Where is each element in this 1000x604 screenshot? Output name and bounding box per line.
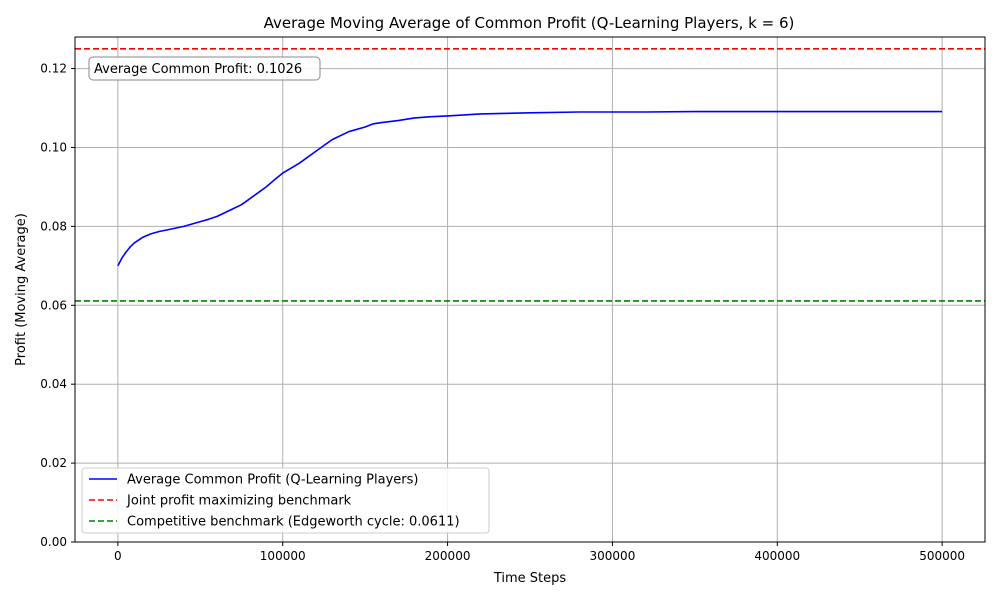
x-tick-label: 0 bbox=[114, 549, 122, 563]
y-tick-label: 0.06 bbox=[40, 298, 67, 312]
y-tick-label: 0.10 bbox=[40, 140, 67, 154]
annotation-box: Average Common Profit: 0.1026 bbox=[88, 56, 321, 81]
x-tick-label: 300000 bbox=[590, 549, 636, 563]
x-tick-label: 400000 bbox=[754, 549, 800, 563]
legend: Average Common Profit (Q-Learning Player… bbox=[81, 467, 490, 534]
y-tick-label: 0.00 bbox=[40, 535, 67, 549]
y-tick-label: 0.12 bbox=[40, 62, 67, 76]
benchmark-lines bbox=[75, 48, 985, 302]
x-axis-label: Time Steps bbox=[493, 571, 567, 586]
x-tick-label: 200000 bbox=[425, 549, 471, 563]
y-tick-label: 0.02 bbox=[40, 456, 67, 470]
legend-label: Joint profit maximizing benchmark bbox=[126, 494, 352, 509]
series-lines bbox=[117, 110, 943, 267]
y-tick-label: 0.08 bbox=[40, 219, 67, 233]
y-axis-label: Profit (Moving Average) bbox=[14, 213, 29, 366]
series-line-0 bbox=[117, 110, 943, 267]
grid bbox=[75, 37, 985, 543]
legend-label: Average Common Profit (Q-Learning Player… bbox=[127, 473, 418, 488]
legend-label: Competitive benchmark (Edgeworth cycle: … bbox=[127, 515, 460, 530]
annotation-text: Average Common Profit: 0.1026 bbox=[94, 62, 302, 77]
legend-frame bbox=[81, 467, 490, 534]
y-tick-label: 0.04 bbox=[40, 377, 67, 391]
axis-ticks: 0 100000 200000 300000 400000 500000 0.00 0.02 0… bbox=[40, 62, 965, 563]
chart-title: Average Moving Average of Common Profit … bbox=[264, 14, 795, 32]
plot-frame bbox=[74, 36, 986, 543]
x-tick-label: 500000 bbox=[919, 549, 965, 563]
x-tick-label: 100000 bbox=[260, 549, 306, 563]
